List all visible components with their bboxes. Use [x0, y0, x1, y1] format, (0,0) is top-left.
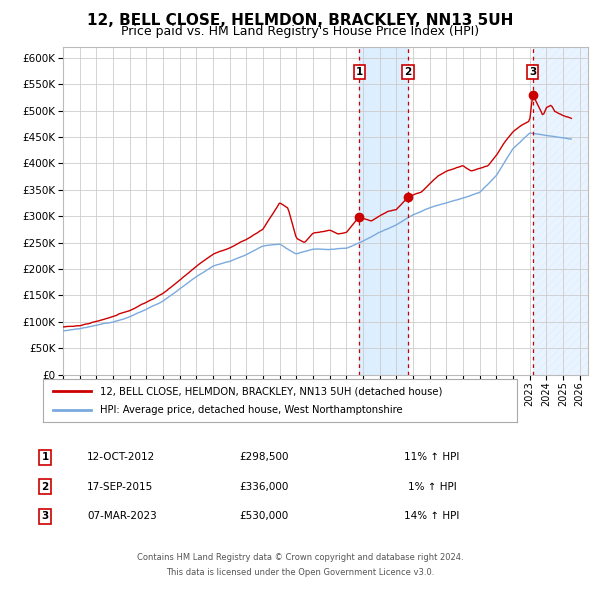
Text: 1% ↑ HPI: 1% ↑ HPI: [407, 482, 457, 491]
Bar: [533, 47, 588, 375]
Text: £298,500: £298,500: [239, 453, 289, 462]
Text: 1: 1: [41, 453, 49, 462]
Text: 3: 3: [41, 512, 49, 521]
Text: 12, BELL CLOSE, HELMDON, BRACKLEY, NN13 5UH (detached house): 12, BELL CLOSE, HELMDON, BRACKLEY, NN13 …: [100, 386, 442, 396]
Text: Contains HM Land Registry data © Crown copyright and database right 2024.: Contains HM Land Registry data © Crown c…: [137, 553, 463, 562]
Text: 3: 3: [529, 67, 536, 77]
Text: Price paid vs. HM Land Registry's House Price Index (HPI): Price paid vs. HM Land Registry's House …: [121, 25, 479, 38]
Text: £336,000: £336,000: [239, 482, 289, 491]
Text: This data is licensed under the Open Government Licence v3.0.: This data is licensed under the Open Gov…: [166, 568, 434, 577]
Text: £530,000: £530,000: [239, 512, 289, 521]
Text: 2: 2: [41, 482, 49, 491]
Text: 14% ↑ HPI: 14% ↑ HPI: [404, 512, 460, 521]
Text: 17-SEP-2015: 17-SEP-2015: [87, 482, 153, 491]
Text: 1: 1: [356, 67, 363, 77]
Bar: [359, 47, 408, 375]
Text: 11% ↑ HPI: 11% ↑ HPI: [404, 453, 460, 462]
Text: 07-MAR-2023: 07-MAR-2023: [87, 512, 157, 521]
Text: HPI: Average price, detached house, West Northamptonshire: HPI: Average price, detached house, West…: [100, 405, 403, 415]
Text: 2: 2: [404, 67, 412, 77]
Text: 12, BELL CLOSE, HELMDON, BRACKLEY, NN13 5UH: 12, BELL CLOSE, HELMDON, BRACKLEY, NN13 …: [87, 13, 513, 28]
Text: 12-OCT-2012: 12-OCT-2012: [87, 453, 155, 462]
